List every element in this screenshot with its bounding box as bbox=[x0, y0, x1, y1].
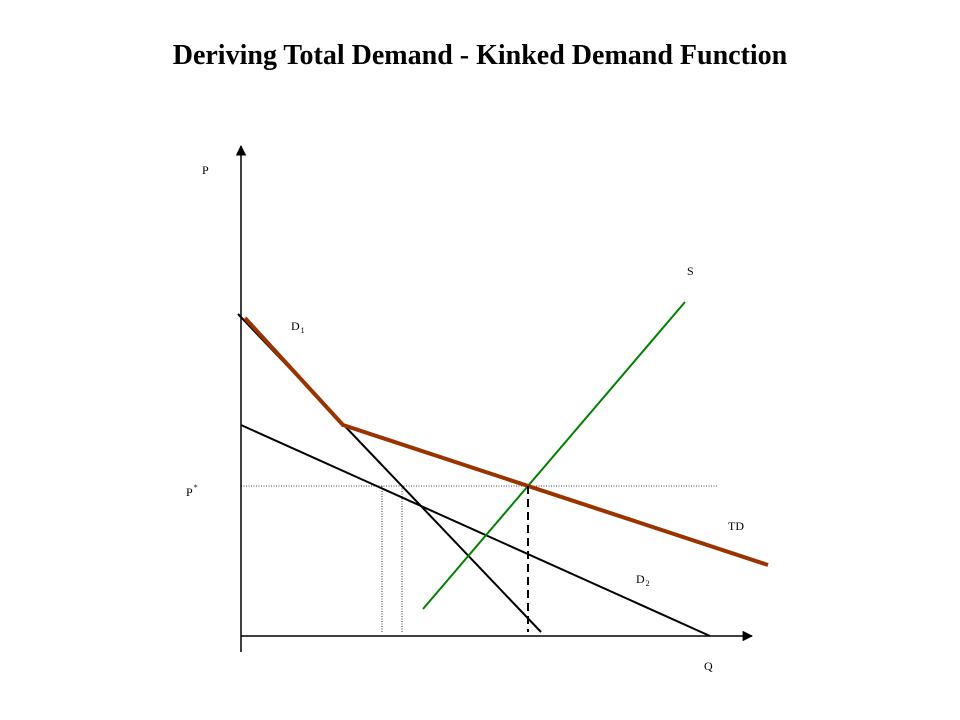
demand-2-label: D2 bbox=[636, 572, 650, 588]
demand-curve-d2 bbox=[240, 424, 711, 637]
price-axis-label: P bbox=[202, 163, 209, 177]
demand-1-label: D1 bbox=[291, 319, 305, 335]
quantity-axis-label: Q bbox=[704, 659, 713, 673]
total-demand-label: TD bbox=[728, 519, 744, 533]
equilibrium-price-label: P* bbox=[186, 483, 198, 499]
demand-2-subscript: 2 bbox=[646, 579, 650, 588]
demand-1-subscript: 1 bbox=[301, 326, 305, 335]
supply-label: S bbox=[687, 264, 694, 278]
supply-curve bbox=[422, 301, 686, 610]
demand-1-letter: D bbox=[291, 319, 300, 333]
demand-2-letter: D bbox=[636, 572, 645, 586]
equilibrium-price-superscript: * bbox=[194, 483, 198, 492]
total-demand-curve bbox=[243, 316, 769, 567]
slide-title: Deriving Total Demand - Kinked Demand Fu… bbox=[172, 40, 788, 71]
equilibrium-price-letter: P bbox=[186, 485, 193, 499]
